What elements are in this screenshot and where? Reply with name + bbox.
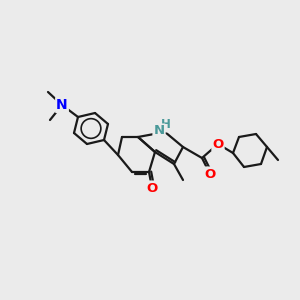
Text: H: H	[161, 118, 171, 131]
Text: O: O	[146, 182, 158, 194]
Text: N: N	[56, 98, 68, 112]
Text: O: O	[204, 167, 216, 181]
Text: N: N	[153, 124, 165, 137]
Text: O: O	[212, 137, 224, 151]
